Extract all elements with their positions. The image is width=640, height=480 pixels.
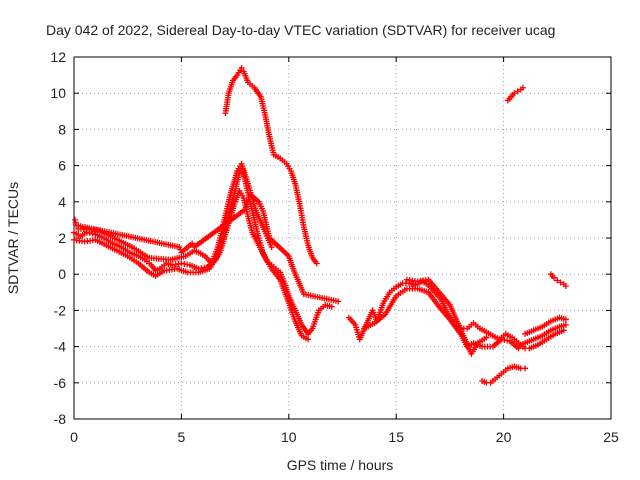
series-track-c-upper — [403, 276, 490, 357]
data-point — [268, 244, 275, 251]
data-point — [176, 244, 183, 251]
x-tick-label: 10 — [281, 429, 297, 445]
y-axis-label: SDTVAR / TECUs — [5, 182, 21, 294]
y-tick-label: 0 — [58, 266, 66, 282]
x-tick-label: 15 — [388, 429, 404, 445]
data-point — [313, 260, 320, 267]
data-points — [71, 64, 569, 386]
y-tick-label: 10 — [50, 85, 66, 101]
x-tick-label: 20 — [496, 429, 512, 445]
data-point — [238, 64, 245, 71]
data-point — [562, 321, 569, 328]
data-point — [560, 327, 567, 334]
axis-ticks: 0 5 10 15 20 25 -8 -6 -4 -2 0 2 4 6 8 10 12 — [50, 49, 619, 445]
x-tick-label: 0 — [70, 429, 78, 445]
y-tick-label: 4 — [58, 194, 66, 210]
data-point — [551, 274, 558, 281]
data-point — [189, 240, 196, 247]
y-tick-label: -6 — [54, 375, 67, 391]
x-tick-label: 25 — [603, 429, 619, 445]
y-tick-label: -4 — [54, 339, 67, 355]
data-point — [483, 334, 490, 341]
chart-title: Day 042 of 2022, Sidereal Day-to-day VTE… — [46, 22, 555, 38]
series-track-a-upper — [75, 160, 275, 267]
data-point — [562, 316, 569, 323]
data-point — [562, 282, 569, 289]
y-tick-label: 2 — [58, 230, 66, 246]
data-point — [514, 88, 521, 95]
series-track-a-main — [71, 166, 335, 337]
data-point — [335, 298, 342, 305]
data-point — [328, 303, 335, 310]
grid — [74, 57, 611, 419]
series-track-e — [504, 84, 526, 104]
data-point — [519, 84, 526, 91]
series-track-b — [222, 64, 320, 267]
data-point — [557, 279, 564, 286]
data-point — [511, 90, 518, 97]
x-axis-label: GPS time / hours — [287, 457, 394, 473]
y-tick-label: 6 — [58, 158, 66, 174]
series-track-a-spikes — [72, 191, 342, 305]
y-tick-label: -8 — [54, 411, 67, 427]
series-track-c-lower — [360, 285, 522, 352]
data-point — [305, 336, 312, 343]
series-track-f-lower — [526, 327, 567, 352]
series-track-g — [547, 271, 569, 289]
y-tick-label: -2 — [54, 302, 67, 318]
y-tick-label: 8 — [58, 121, 66, 137]
data-point — [522, 365, 529, 372]
y-tick-label: 12 — [50, 49, 66, 65]
x-tick-label: 5 — [178, 429, 186, 445]
series-track-f — [513, 321, 569, 350]
series-track-f-upper — [522, 314, 569, 337]
data-point — [554, 277, 561, 284]
series-track-d — [479, 363, 529, 386]
